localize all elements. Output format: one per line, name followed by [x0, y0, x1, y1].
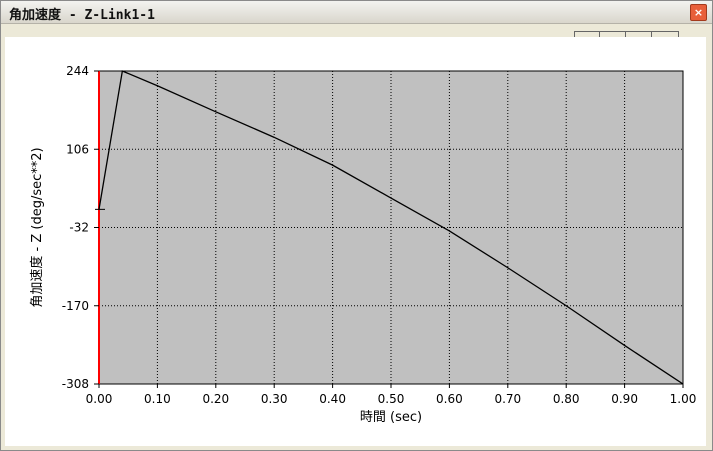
- x-tick-label: 0.50: [378, 392, 405, 406]
- x-tick-label: 1.00: [670, 392, 697, 406]
- x-axis-title: 時間 (sec): [360, 410, 422, 425]
- close-icon: ×: [693, 6, 704, 19]
- y-tick-label: 244: [66, 64, 89, 78]
- x-tick-label: 0.60: [436, 392, 463, 406]
- view-tabs[interactable]: [574, 31, 679, 41]
- view-tab-divider: [625, 32, 626, 41]
- x-tick-label: 0.80: [553, 392, 580, 406]
- chart-area: 244 106 -32 -170 -308 0.00 0.10 0.20 0.30 0.40 0.…: [5, 37, 706, 446]
- y-axis-title: 角加速度 - Z (deg/sec**2): [29, 147, 45, 307]
- x-tick-label: 0.30: [261, 392, 288, 406]
- y-axis: 244 106 -32 -170 -308: [62, 64, 105, 391]
- title-bar[interactable]: 角加速度 - Z-Link1-1 ×: [1, 1, 712, 24]
- x-tick-label: 0.90: [611, 392, 638, 406]
- x-tick-label: 0.70: [494, 392, 521, 406]
- y-tick-label: 106: [66, 142, 89, 156]
- y-tick-label: -32: [69, 221, 89, 235]
- grid: [99, 71, 683, 384]
- y-tick-label: -170: [62, 299, 89, 313]
- x-tick-label: 0.10: [144, 392, 171, 406]
- x-axis: 0.00 0.10 0.20 0.30 0.40 0.50 0.60 0.70 0.80 0.90…: [86, 384, 697, 406]
- view-tab-divider: [599, 32, 600, 41]
- x-tick-label: 0.40: [319, 392, 346, 406]
- close-button[interactable]: ×: [690, 4, 707, 21]
- x-tick-label: 0.00: [86, 392, 113, 406]
- x-tick-label: 0.20: [202, 392, 229, 406]
- y-tick-label: -308: [62, 377, 89, 391]
- view-tab-divider: [651, 32, 652, 41]
- series-line: [98, 70, 684, 385]
- window-title: 角加速度 - Z-Link1-1: [9, 8, 155, 23]
